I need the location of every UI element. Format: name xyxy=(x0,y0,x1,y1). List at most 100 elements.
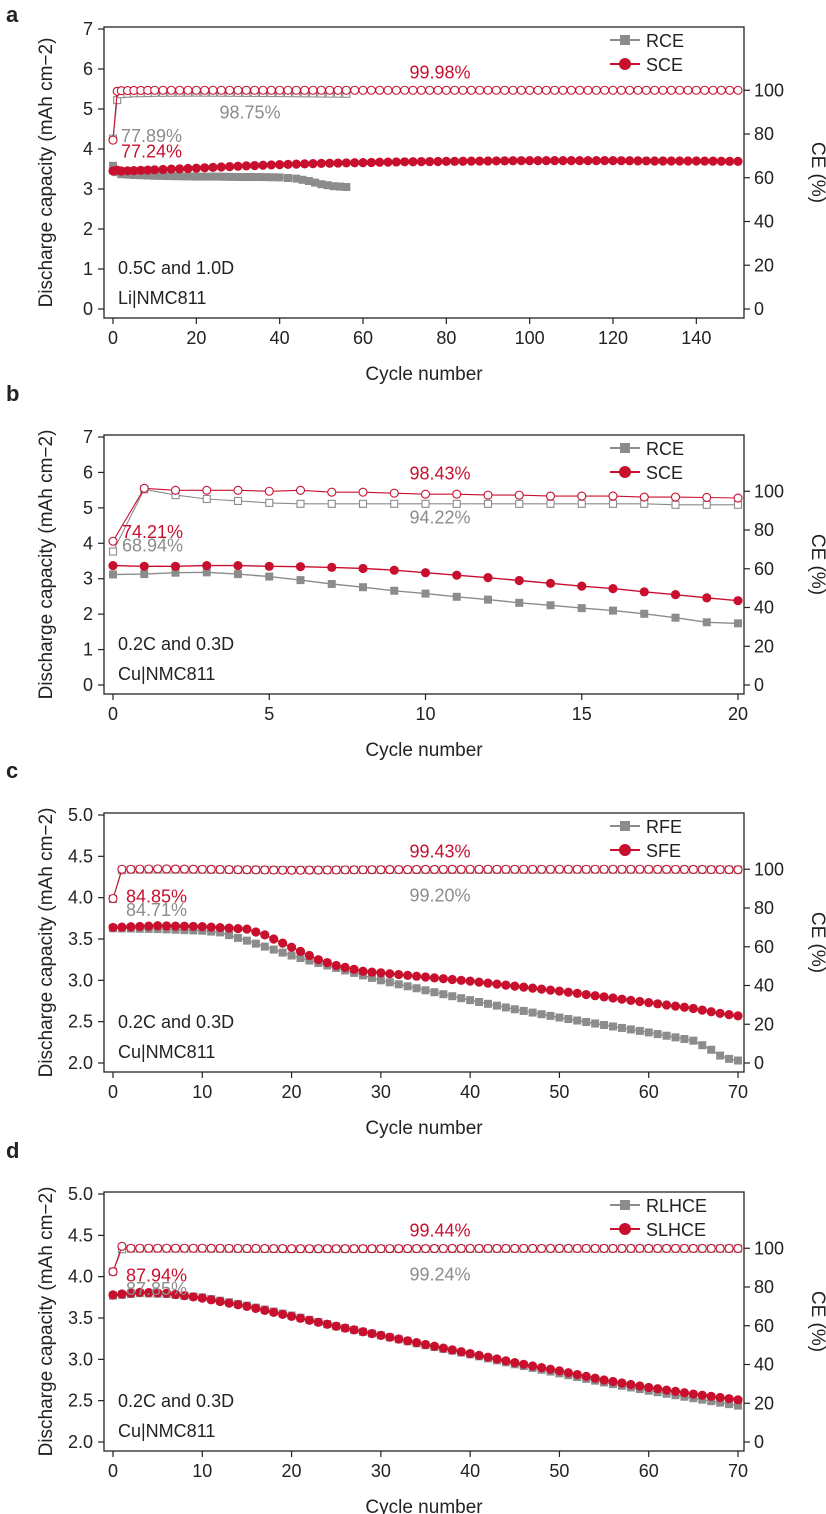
data-point xyxy=(126,864,136,874)
data-point xyxy=(447,864,457,874)
data-point xyxy=(644,1382,654,1393)
data-point xyxy=(161,921,172,931)
data-point xyxy=(670,864,681,874)
data-point xyxy=(429,1341,440,1351)
data-point xyxy=(358,865,368,875)
data-point xyxy=(197,1243,207,1253)
data-point xyxy=(515,499,524,508)
data-point xyxy=(617,994,627,1004)
data-point xyxy=(308,85,318,95)
data-point xyxy=(658,85,668,95)
y2-tick-label: 80 xyxy=(754,898,774,918)
data-point xyxy=(416,85,426,95)
data-point xyxy=(108,922,118,933)
data-point xyxy=(251,1243,261,1254)
data-point xyxy=(450,156,460,166)
data-point xyxy=(608,499,618,508)
data-point xyxy=(108,1290,118,1300)
data-point xyxy=(420,489,431,499)
series-sfe-ce xyxy=(108,864,743,904)
x-tick-label: 70 xyxy=(728,1082,748,1102)
legend-label: RCE xyxy=(646,31,684,51)
data-point xyxy=(420,1243,431,1254)
initial-ce-gray: 77.89% xyxy=(121,126,182,146)
data-point xyxy=(376,865,386,875)
data-point xyxy=(501,1243,511,1253)
data-point xyxy=(575,85,585,95)
data-point xyxy=(291,85,301,95)
data-point xyxy=(635,996,645,1007)
data-point xyxy=(135,1243,145,1253)
data-point xyxy=(500,85,510,95)
data-point xyxy=(225,85,235,95)
data-point xyxy=(233,561,243,571)
data-point xyxy=(179,1291,190,1301)
ce-average-gray: 99.20% xyxy=(409,885,470,905)
data-point xyxy=(617,864,627,874)
data-point xyxy=(510,1005,519,1014)
data-point xyxy=(554,1366,565,1376)
data-point xyxy=(108,536,118,546)
data-point xyxy=(430,988,439,997)
data-point xyxy=(329,182,338,191)
data-point xyxy=(385,1332,395,1342)
legend: RLHCE SLHCE xyxy=(610,1196,707,1240)
data-point xyxy=(240,173,249,181)
data-point xyxy=(508,85,518,95)
data-point xyxy=(135,1287,145,1297)
y-tick-label: 1 xyxy=(83,640,93,660)
data-point xyxy=(725,85,735,95)
series-rce-capacity xyxy=(109,161,351,191)
y2-tick-label: 0 xyxy=(754,299,764,319)
data-point xyxy=(260,1305,270,1315)
data-point xyxy=(215,1243,225,1253)
y2-tick-label: 0 xyxy=(754,1432,764,1452)
data-point xyxy=(425,85,435,95)
data-point xyxy=(153,1288,163,1298)
data-point xyxy=(327,580,336,589)
data-point xyxy=(563,864,573,874)
data-point xyxy=(143,165,153,175)
data-point xyxy=(689,1036,698,1045)
data-point xyxy=(661,1385,672,1395)
data-point xyxy=(225,931,234,940)
data-point xyxy=(295,865,306,875)
data-point xyxy=(325,85,335,95)
data-point xyxy=(508,156,518,166)
data-point xyxy=(600,1020,609,1029)
y-tick-label: 5.0 xyxy=(68,805,93,825)
data-point xyxy=(385,865,395,875)
data-point xyxy=(706,1007,716,1017)
y2-tick-label: 100 xyxy=(754,859,784,879)
data-point xyxy=(662,1243,672,1253)
data-point xyxy=(157,171,166,180)
data-point xyxy=(452,489,462,499)
x-tick-label: 5 xyxy=(264,704,274,724)
data-point xyxy=(635,1381,645,1391)
data-point xyxy=(153,1243,163,1253)
data-point xyxy=(491,156,501,166)
data-point xyxy=(466,996,475,1005)
data-point xyxy=(583,156,593,166)
initial-ce-red: 87.94% xyxy=(126,1265,187,1285)
data-point xyxy=(608,993,618,1003)
data-point xyxy=(554,986,565,996)
data-point xyxy=(403,864,413,875)
data-point xyxy=(304,177,313,185)
data-point xyxy=(202,494,211,504)
data-point xyxy=(308,159,318,169)
data-point xyxy=(251,865,261,875)
data-point xyxy=(716,156,726,166)
data-point xyxy=(702,492,712,503)
data-point xyxy=(541,85,551,95)
data-point xyxy=(153,864,163,874)
y2-tick-label: 20 xyxy=(754,1014,774,1034)
data-point xyxy=(200,163,210,173)
data-point xyxy=(545,1364,556,1374)
data-point xyxy=(625,85,635,95)
data-point xyxy=(278,1309,288,1319)
data-point xyxy=(550,85,560,95)
data-point xyxy=(304,865,314,875)
data-point xyxy=(225,162,235,172)
